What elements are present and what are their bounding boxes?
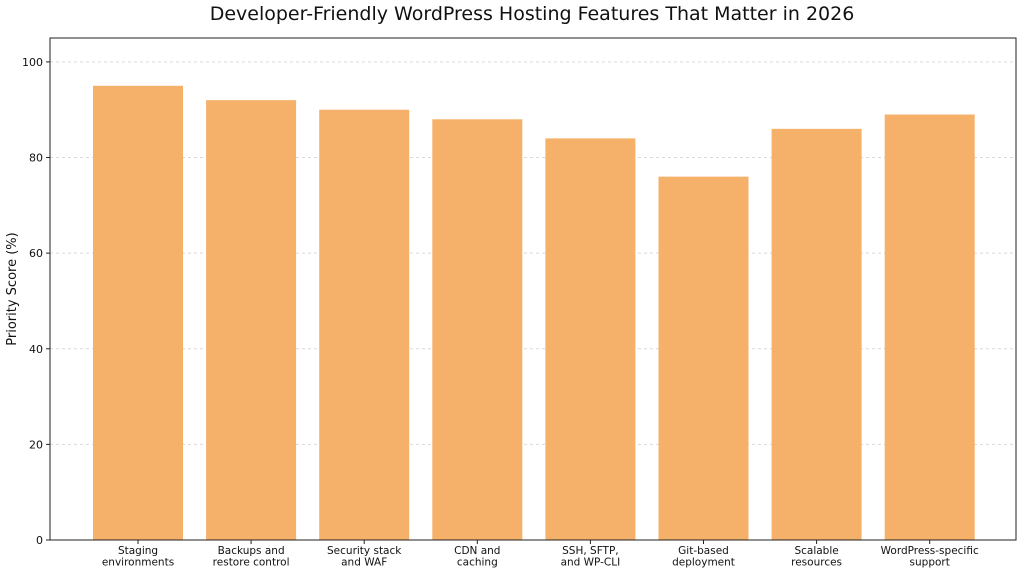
y-tick-label-60: 60	[29, 247, 43, 260]
bar-1	[93, 85, 183, 541]
x-tick-label-8: WordPress-specific support	[881, 545, 979, 569]
bar-6	[658, 176, 749, 540]
y-tick-label-80: 80	[29, 152, 43, 165]
y-tick-label-20: 20	[29, 438, 43, 451]
x-tick-label-6: Git-based deployment	[672, 545, 735, 569]
plot-frame	[49, 37, 1017, 541]
x-tick-label-1: Staging environments	[102, 545, 174, 569]
y-tick-label-0: 0	[36, 534, 43, 547]
x-tick-label-3: Security stack and WAF	[327, 545, 402, 569]
x-tick-label-4: CDN and caching	[454, 545, 500, 569]
grid-layer	[50, 61, 1016, 445]
bar-3	[319, 109, 410, 540]
bars-layer	[93, 85, 975, 541]
bar-5	[545, 138, 636, 540]
x-tick-label-7: Scalable resources	[791, 545, 842, 569]
bar-2	[206, 100, 297, 541]
y-tick-label-100: 100	[22, 56, 43, 69]
chart-title: Developer-Friendly WordPress Hosting Fea…	[210, 3, 855, 25]
y-tick-label-40: 40	[29, 343, 43, 356]
x-axis-ticks: Staging environments Backups and restore co…	[102, 540, 979, 569]
y-axis-label: Priority Score (%)	[5, 232, 20, 345]
x-tick-label-2: Backups and restore control	[213, 545, 290, 569]
bar-7	[771, 128, 862, 541]
x-tick-label-5: SSH, SFTP, and WP-CLI	[561, 545, 621, 569]
bar-4	[432, 119, 523, 541]
bar-8	[884, 114, 975, 540]
y-axis-ticks: 0 20 40 60 80 100	[22, 56, 50, 547]
